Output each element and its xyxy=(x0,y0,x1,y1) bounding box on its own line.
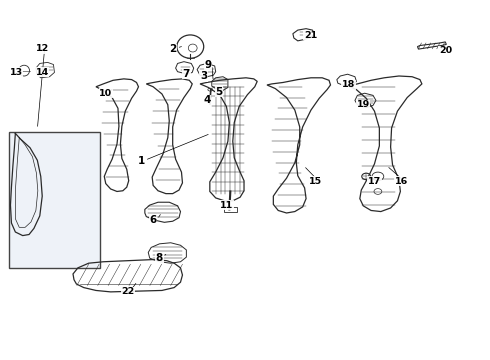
Text: 20: 20 xyxy=(439,46,452,55)
Bar xyxy=(9,132,100,268)
Text: 19: 19 xyxy=(357,100,370,109)
Text: 18: 18 xyxy=(342,80,355,89)
Text: 2: 2 xyxy=(169,44,176,54)
Text: 11: 11 xyxy=(220,201,233,210)
Text: 3: 3 xyxy=(200,71,207,81)
Text: 6: 6 xyxy=(149,215,157,225)
Text: 4: 4 xyxy=(203,95,211,105)
Text: 22: 22 xyxy=(121,287,134,296)
Text: 17: 17 xyxy=(368,177,381,186)
Bar xyxy=(224,207,237,212)
Text: 1: 1 xyxy=(138,156,146,166)
Text: 13: 13 xyxy=(10,68,23,77)
Text: 12: 12 xyxy=(36,44,49,53)
Text: 15: 15 xyxy=(309,177,322,186)
Text: 8: 8 xyxy=(156,253,163,263)
Text: 14: 14 xyxy=(36,68,49,77)
Text: 16: 16 xyxy=(395,177,408,186)
Text: 9: 9 xyxy=(205,60,212,70)
Text: 5: 5 xyxy=(216,87,223,97)
Text: 7: 7 xyxy=(183,69,190,79)
Text: 10: 10 xyxy=(99,89,112,98)
Text: 21: 21 xyxy=(304,31,317,40)
